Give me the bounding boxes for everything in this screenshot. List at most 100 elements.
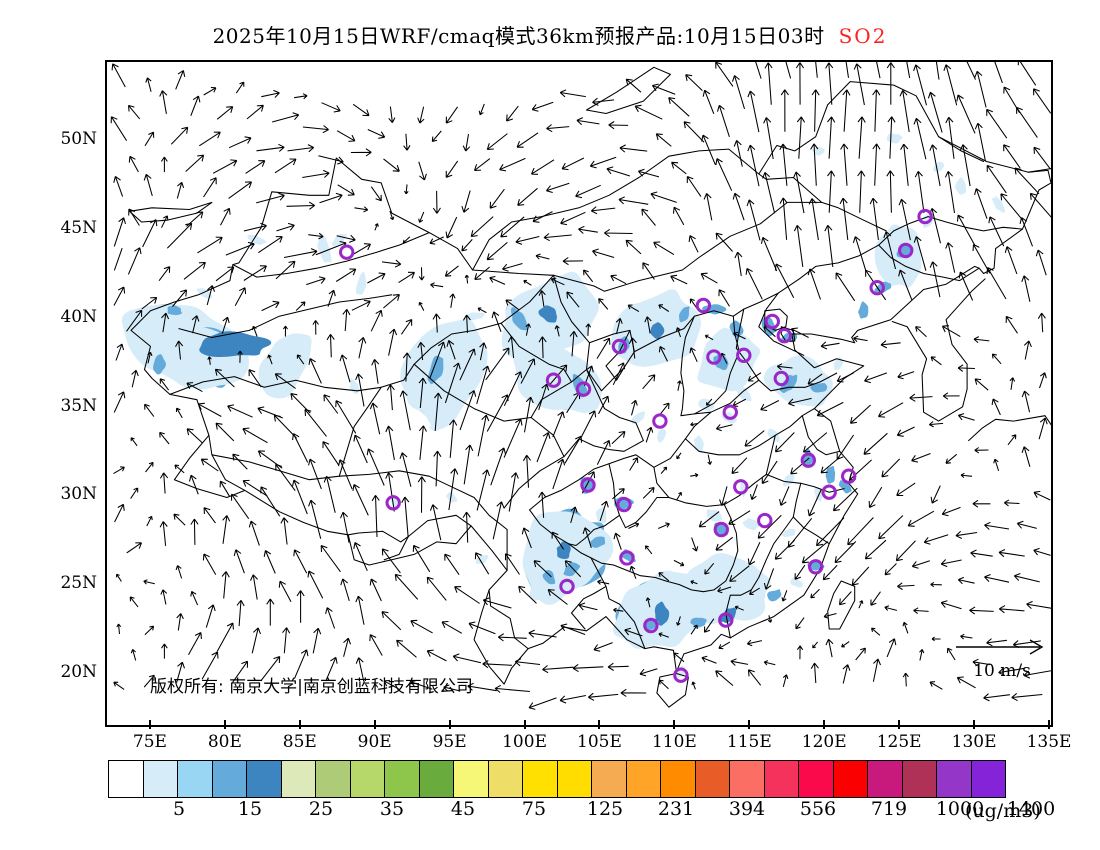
wind-arrow-353 [520,358,536,384]
wind-arrow-494 [1035,249,1047,276]
lon-tick [898,720,901,729]
wind-arrow-74 [468,621,496,635]
wind-arrow-107 [578,602,598,611]
wind-arrow-318 [386,384,395,411]
wind-arrow-429 [941,325,961,338]
wind-arrow-177 [822,564,838,581]
colorbar-swatch-14 [591,760,627,798]
wind-arrow-60 [998,667,1026,676]
wind-arrow-490 [913,236,927,271]
wind-arrow-162 [371,494,380,538]
wind-arrow-206 [747,541,761,566]
colorbar-tick-labels: 5 15 25 35 45 75 125 231 394 556 719 1000 1400 [0,798,1100,824]
colorbar-tick-125: 125 [586,798,624,820]
concentration-fills [121,133,1005,678]
wind-arrow-278 [130,437,138,447]
wind-arrow-506 [444,265,459,277]
lon-tick [973,720,976,729]
wind-arrow-528 [186,211,204,227]
wind-arrow-54 [825,638,834,658]
wind-arrow-153 [1013,573,1040,583]
wind-arrow-65 [205,604,216,628]
wind-arrow-185 [114,503,125,523]
wind-arrow-309 [113,391,126,413]
wind-arrow-248 [145,461,154,473]
colorbar-swatch-24 [936,760,972,798]
wind-arrow-253 [292,433,309,463]
wind-arrow-58 [946,647,956,661]
wind-arrow-55 [855,647,866,661]
wind-arrow-57 [919,649,925,661]
wind-arrow-296 [676,452,682,460]
wind-arrow-426 [853,335,868,342]
wind-arrow-702 [755,62,762,79]
lon-tick [223,720,226,729]
diffuse-patch-73 [153,354,166,375]
wind-arrow-152 [984,574,1010,583]
boundary-line [764,308,788,331]
wind-arrow-142 [690,580,698,585]
lon-tick [298,720,301,729]
wind-arrow-567 [418,211,425,223]
wind-arrow-497 [166,222,193,249]
colorbar-swatch-11 [487,760,523,798]
wind-arrow-700 [685,74,703,91]
wind-arrow-216 [130,487,139,499]
wind-arrow-213 [955,530,978,539]
wind-arrow-425 [820,341,840,350]
wind-arrow-34 [216,622,234,652]
wind-arrow-114 [795,617,805,630]
wind-arrow-20 [715,670,734,686]
wind-arrow-131 [353,542,368,572]
wind-arrow-291 [523,396,534,433]
wind-arrow-583 [900,143,909,186]
wind-arrow-454 [745,267,763,300]
wind-arrow-175 [763,568,775,590]
boundary-line [792,482,830,545]
colorbar [108,760,1006,798]
diffuse-patch-39 [825,465,836,485]
wind-arrow-492 [972,244,991,274]
wind-arrow-81 [690,624,698,635]
station-marker-13 [841,468,857,484]
wind-arrow-547 [762,172,776,214]
wind-arrow-109 [645,597,651,608]
wind-arrow-584 [929,144,941,187]
wind-arrow-478 [550,277,565,286]
wind-arrow-130 [320,545,341,573]
wind-arrow-73 [441,620,463,634]
wind-arrow-401 [1023,340,1032,360]
wind-arrow-210 [864,539,887,560]
wind-arrow-241 [878,515,904,540]
colorbar-swatch-1 [142,760,178,798]
colorbar-swatch-21 [832,760,868,798]
wind-arrow-329 [715,424,733,432]
wind-arrow-184 [1033,547,1051,556]
wind-arrow-307 [1007,434,1017,446]
wind-arrow-303 [881,458,901,478]
wind-arrow-219 [219,480,230,497]
wind-arrow-21 [747,669,762,686]
wind-arrow-53 [796,645,804,660]
wind-arrow-458 [865,269,887,301]
boundary-line [563,368,644,458]
wind-arrow-644 [872,89,881,132]
wind-arrow-519 [839,197,849,240]
wind-arrow-272 [868,486,883,508]
boundary-line [878,244,980,282]
wind-arrow-121 [998,605,1025,614]
wind-arrow-205 [715,536,734,551]
wind-arrow-406 [251,325,258,337]
wind-arrow-36 [282,627,291,654]
lat-label-45N: 45N [60,217,97,238]
station-marker-18 [718,612,734,628]
boundary-line [653,434,776,507]
wind-arrow-372 [147,351,153,364]
boundary-line [567,514,621,547]
wind-arrow-442 [383,293,400,309]
wind-arrow-115 [823,612,837,619]
wind-arrow-698 [625,78,642,93]
station-marker-25 [575,381,592,397]
wind-arrow-193 [352,484,369,516]
wind-arrow-578 [747,144,760,187]
